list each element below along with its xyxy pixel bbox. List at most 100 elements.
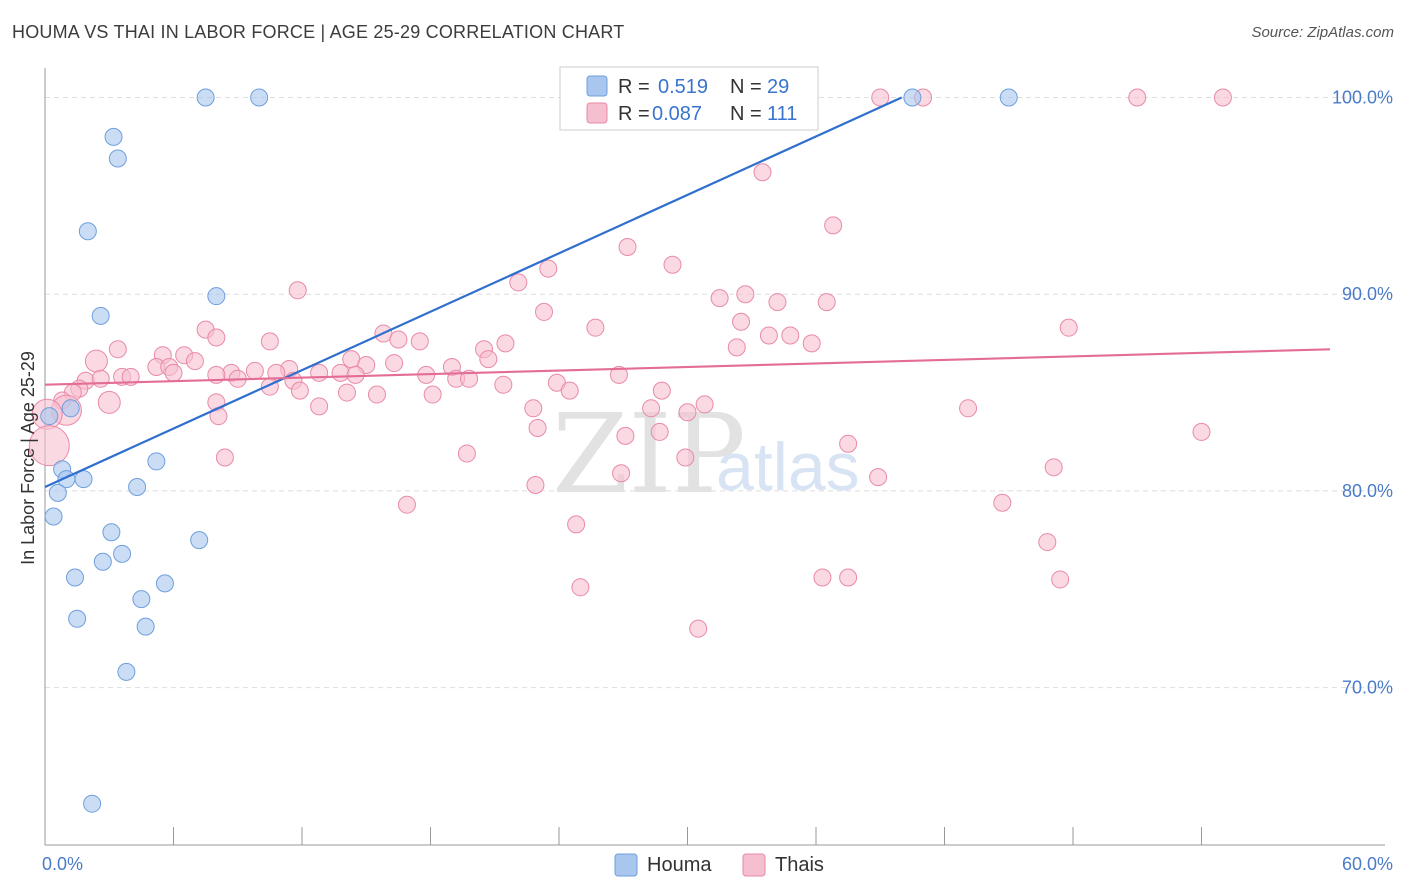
correlation-legend: R = 0.519 N = 29 R = 0.087 N = 111 (559, 66, 819, 131)
thai-point (108, 340, 127, 359)
houma-point (40, 407, 59, 426)
thai-point (727, 338, 746, 357)
bottom-legend-houma-label: Houma (647, 854, 712, 876)
houma-trend-line (44, 96, 903, 488)
thai-point (768, 293, 787, 312)
thai-point (732, 312, 751, 331)
legend-thai-r-label: R = (618, 103, 650, 125)
thai-point (802, 334, 821, 353)
thai-point (1192, 422, 1211, 441)
houma-points (40, 88, 1018, 813)
thai-point (710, 289, 729, 308)
legend-thai-n-value: 111 (767, 103, 797, 125)
thai-point (1128, 88, 1147, 107)
thai-point (337, 383, 356, 402)
thai-point (839, 434, 858, 453)
houma-point (83, 794, 102, 813)
thai-point (84, 349, 108, 373)
bottom-legend-houma-swatch (614, 853, 638, 877)
thai-point (571, 578, 590, 597)
thai-point (28, 425, 70, 467)
legend-houma-r-value: 0.519 (658, 76, 708, 98)
thai-point (993, 493, 1012, 512)
thai-point (460, 369, 479, 388)
houma-point (136, 617, 155, 636)
thai-point (290, 381, 309, 400)
thai-point (869, 468, 888, 487)
thai-point (609, 365, 628, 384)
y-tick-label-90: 90.0% (1342, 284, 1393, 304)
thai-point (616, 426, 635, 445)
thai-point (1051, 570, 1070, 589)
thai-point (959, 399, 978, 418)
chart-title: HOUMA VS THAI IN LABOR FORCE | AGE 25-29… (12, 22, 625, 42)
houma-point (155, 574, 174, 593)
thai-point (753, 163, 772, 182)
watermark: ZIP atlas (552, 390, 860, 518)
thai-point (457, 444, 476, 463)
y-tick-label-70: 70.0% (1342, 678, 1393, 698)
series-legend: Houma Thais (614, 853, 824, 877)
bottom-legend-thais-swatch (742, 853, 766, 877)
thai-point (509, 273, 528, 292)
thai-point (524, 399, 543, 418)
thai-point (245, 361, 264, 380)
thai-trend-line (44, 348, 1331, 386)
legend-houma-r-label: R = (618, 76, 650, 98)
bottom-legend-thais-label: Thais (775, 854, 824, 876)
thai-point (650, 422, 669, 441)
x-tick-label-60: 60.0% (1342, 854, 1393, 874)
thai-point (367, 385, 386, 404)
houma-point (93, 552, 112, 571)
thai-point (410, 332, 429, 351)
trend-lines (44, 96, 1331, 488)
thai-point (759, 326, 778, 345)
thai-point (91, 369, 110, 388)
thai-point (678, 403, 697, 422)
houma-point (147, 452, 166, 471)
thai-point (1059, 318, 1078, 337)
legend-thai-r-value: 0.087 (652, 103, 702, 125)
thai-point (813, 568, 832, 587)
houma-point (903, 88, 922, 107)
thai-point (121, 367, 140, 386)
thais-points (28, 88, 1232, 638)
houma-point (48, 483, 67, 502)
houma-point (128, 477, 147, 496)
thai-point (288, 281, 307, 300)
thai-point (1044, 458, 1063, 477)
houma-point (102, 523, 121, 542)
thai-point (560, 381, 579, 400)
thai-point (346, 365, 365, 384)
houma-point (78, 222, 97, 241)
houma-point (61, 399, 80, 418)
thai-point (824, 216, 843, 235)
thai-point (164, 363, 183, 382)
thai-point (695, 395, 714, 414)
thai-point (526, 476, 545, 495)
thai-point (397, 495, 416, 514)
houma-point (91, 306, 110, 325)
thai-point (479, 350, 498, 369)
houma-point (132, 590, 151, 609)
y-tick-label-100: 100.0% (1332, 88, 1393, 108)
thai-point (539, 259, 558, 278)
houma-point (68, 609, 87, 628)
thai-point (185, 352, 204, 371)
thai-point (689, 619, 708, 638)
thai-point (652, 381, 671, 400)
houma-point (196, 88, 215, 107)
thai-point (331, 363, 350, 382)
thai-point (817, 293, 836, 312)
thai-point (736, 285, 755, 304)
thai-point (207, 328, 226, 347)
houma-point (250, 88, 269, 107)
thai-point (1213, 88, 1232, 107)
thai-point (496, 334, 515, 353)
houma-point (104, 127, 123, 146)
thai-point (1038, 533, 1057, 552)
houma-point (999, 88, 1018, 107)
houma-point (108, 149, 127, 168)
y-tick-label-80: 80.0% (1342, 481, 1393, 501)
